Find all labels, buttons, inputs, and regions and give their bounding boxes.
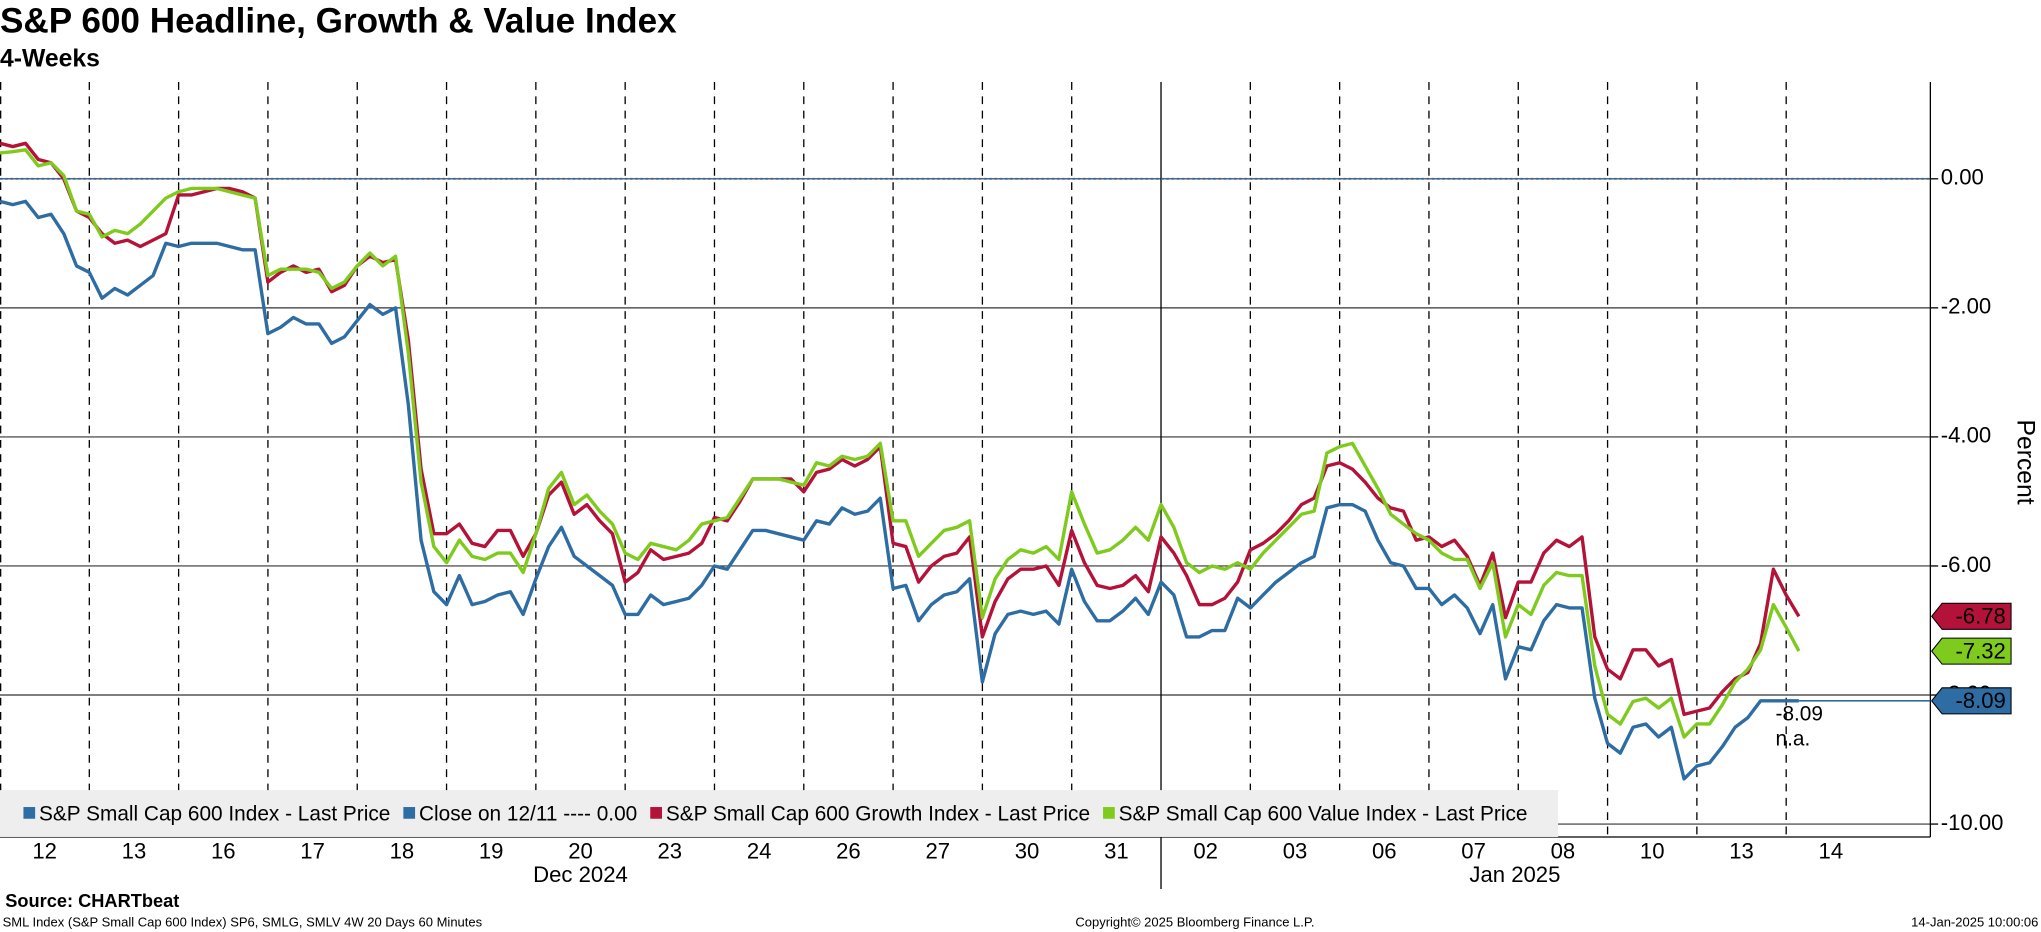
y-tick-label: 0.00 xyxy=(1941,165,1984,190)
x-tick-label: 06 xyxy=(1372,838,1397,863)
x-tick-label: 19 xyxy=(479,838,504,863)
x-tick-label: 26 xyxy=(836,838,861,863)
annotation: -8.09 xyxy=(1776,703,1823,726)
x-tick-label: 12 xyxy=(32,838,57,863)
x-tick-label: 07 xyxy=(1461,838,1486,863)
chart-subtitle: 4-Weeks xyxy=(0,45,100,72)
series-line xyxy=(0,141,1801,717)
x-tick-label: 20 xyxy=(568,838,593,863)
chart-title: S&P 600 Headline, Growth & Value Index xyxy=(0,2,677,41)
x-tick-label: 18 xyxy=(390,838,415,863)
x-tick-label: 27 xyxy=(925,838,950,863)
month-label: Jan 2025 xyxy=(1469,862,1560,887)
value-badge-label: -6.78 xyxy=(1955,603,2005,628)
x-tick-label: 03 xyxy=(1283,838,1308,863)
source: Source: CHARTbeat xyxy=(5,891,179,911)
y-tick-label: -6.00 xyxy=(1941,552,1991,577)
x-tick-label: 16 xyxy=(211,838,236,863)
x-tick-label: 13 xyxy=(122,838,147,863)
legend-swatch xyxy=(650,807,662,819)
legend-box xyxy=(0,790,1559,837)
x-tick-label: 31 xyxy=(1104,838,1129,863)
value-badge-label: -8.09 xyxy=(1955,688,2005,713)
legend-label: S&P Small Cap 600 Value Index - Last Pri… xyxy=(1119,802,1528,825)
legend-swatch xyxy=(403,807,416,819)
value-badge xyxy=(1930,687,2012,715)
y-tick-label: -2.00 xyxy=(1941,294,1991,319)
footer: 14-Jan-2025 10:00:06 xyxy=(1911,914,2038,929)
y-axis-label: Percent xyxy=(2012,419,2039,504)
footer: SML Index (S&P Small Cap 600 Index) SP6,… xyxy=(3,914,483,929)
series-line xyxy=(0,148,1801,739)
y-tick-label: -4.00 xyxy=(1941,423,1991,448)
x-tick-label: 02 xyxy=(1193,838,1218,863)
y-tick-label: -10.00 xyxy=(1941,810,2004,835)
legend-swatch xyxy=(1103,807,1115,819)
x-tick-label: 23 xyxy=(658,838,683,863)
value-badge xyxy=(1930,602,2012,630)
value-badge xyxy=(1930,637,2012,665)
legend-label: S&P Small Cap 600 Index - Last Price xyxy=(39,802,390,825)
legend-swatch xyxy=(23,807,36,819)
annotation: n.a. xyxy=(1776,727,1811,750)
x-tick-label: 30 xyxy=(1015,838,1040,863)
footer: Copyright© 2025 Bloomberg Finance L.P. xyxy=(1075,914,1314,929)
x-tick-label: 14 xyxy=(1819,838,1844,863)
x-tick-label: 08 xyxy=(1551,838,1576,863)
x-tick-label: 13 xyxy=(1729,838,1754,863)
series-line xyxy=(0,199,1799,781)
legend-label: S&P Small Cap 600 Growth Index - Last Pr… xyxy=(666,802,1090,825)
x-tick-label: 17 xyxy=(300,838,325,863)
x-tick-label: 10 xyxy=(1640,838,1665,863)
x-tick-label: 24 xyxy=(747,838,772,863)
value-badge-label: -7.32 xyxy=(1955,638,2005,663)
legend-label: Close on 12/11 ---- 0.00 xyxy=(419,802,637,825)
month-label: Dec 2024 xyxy=(533,862,628,887)
